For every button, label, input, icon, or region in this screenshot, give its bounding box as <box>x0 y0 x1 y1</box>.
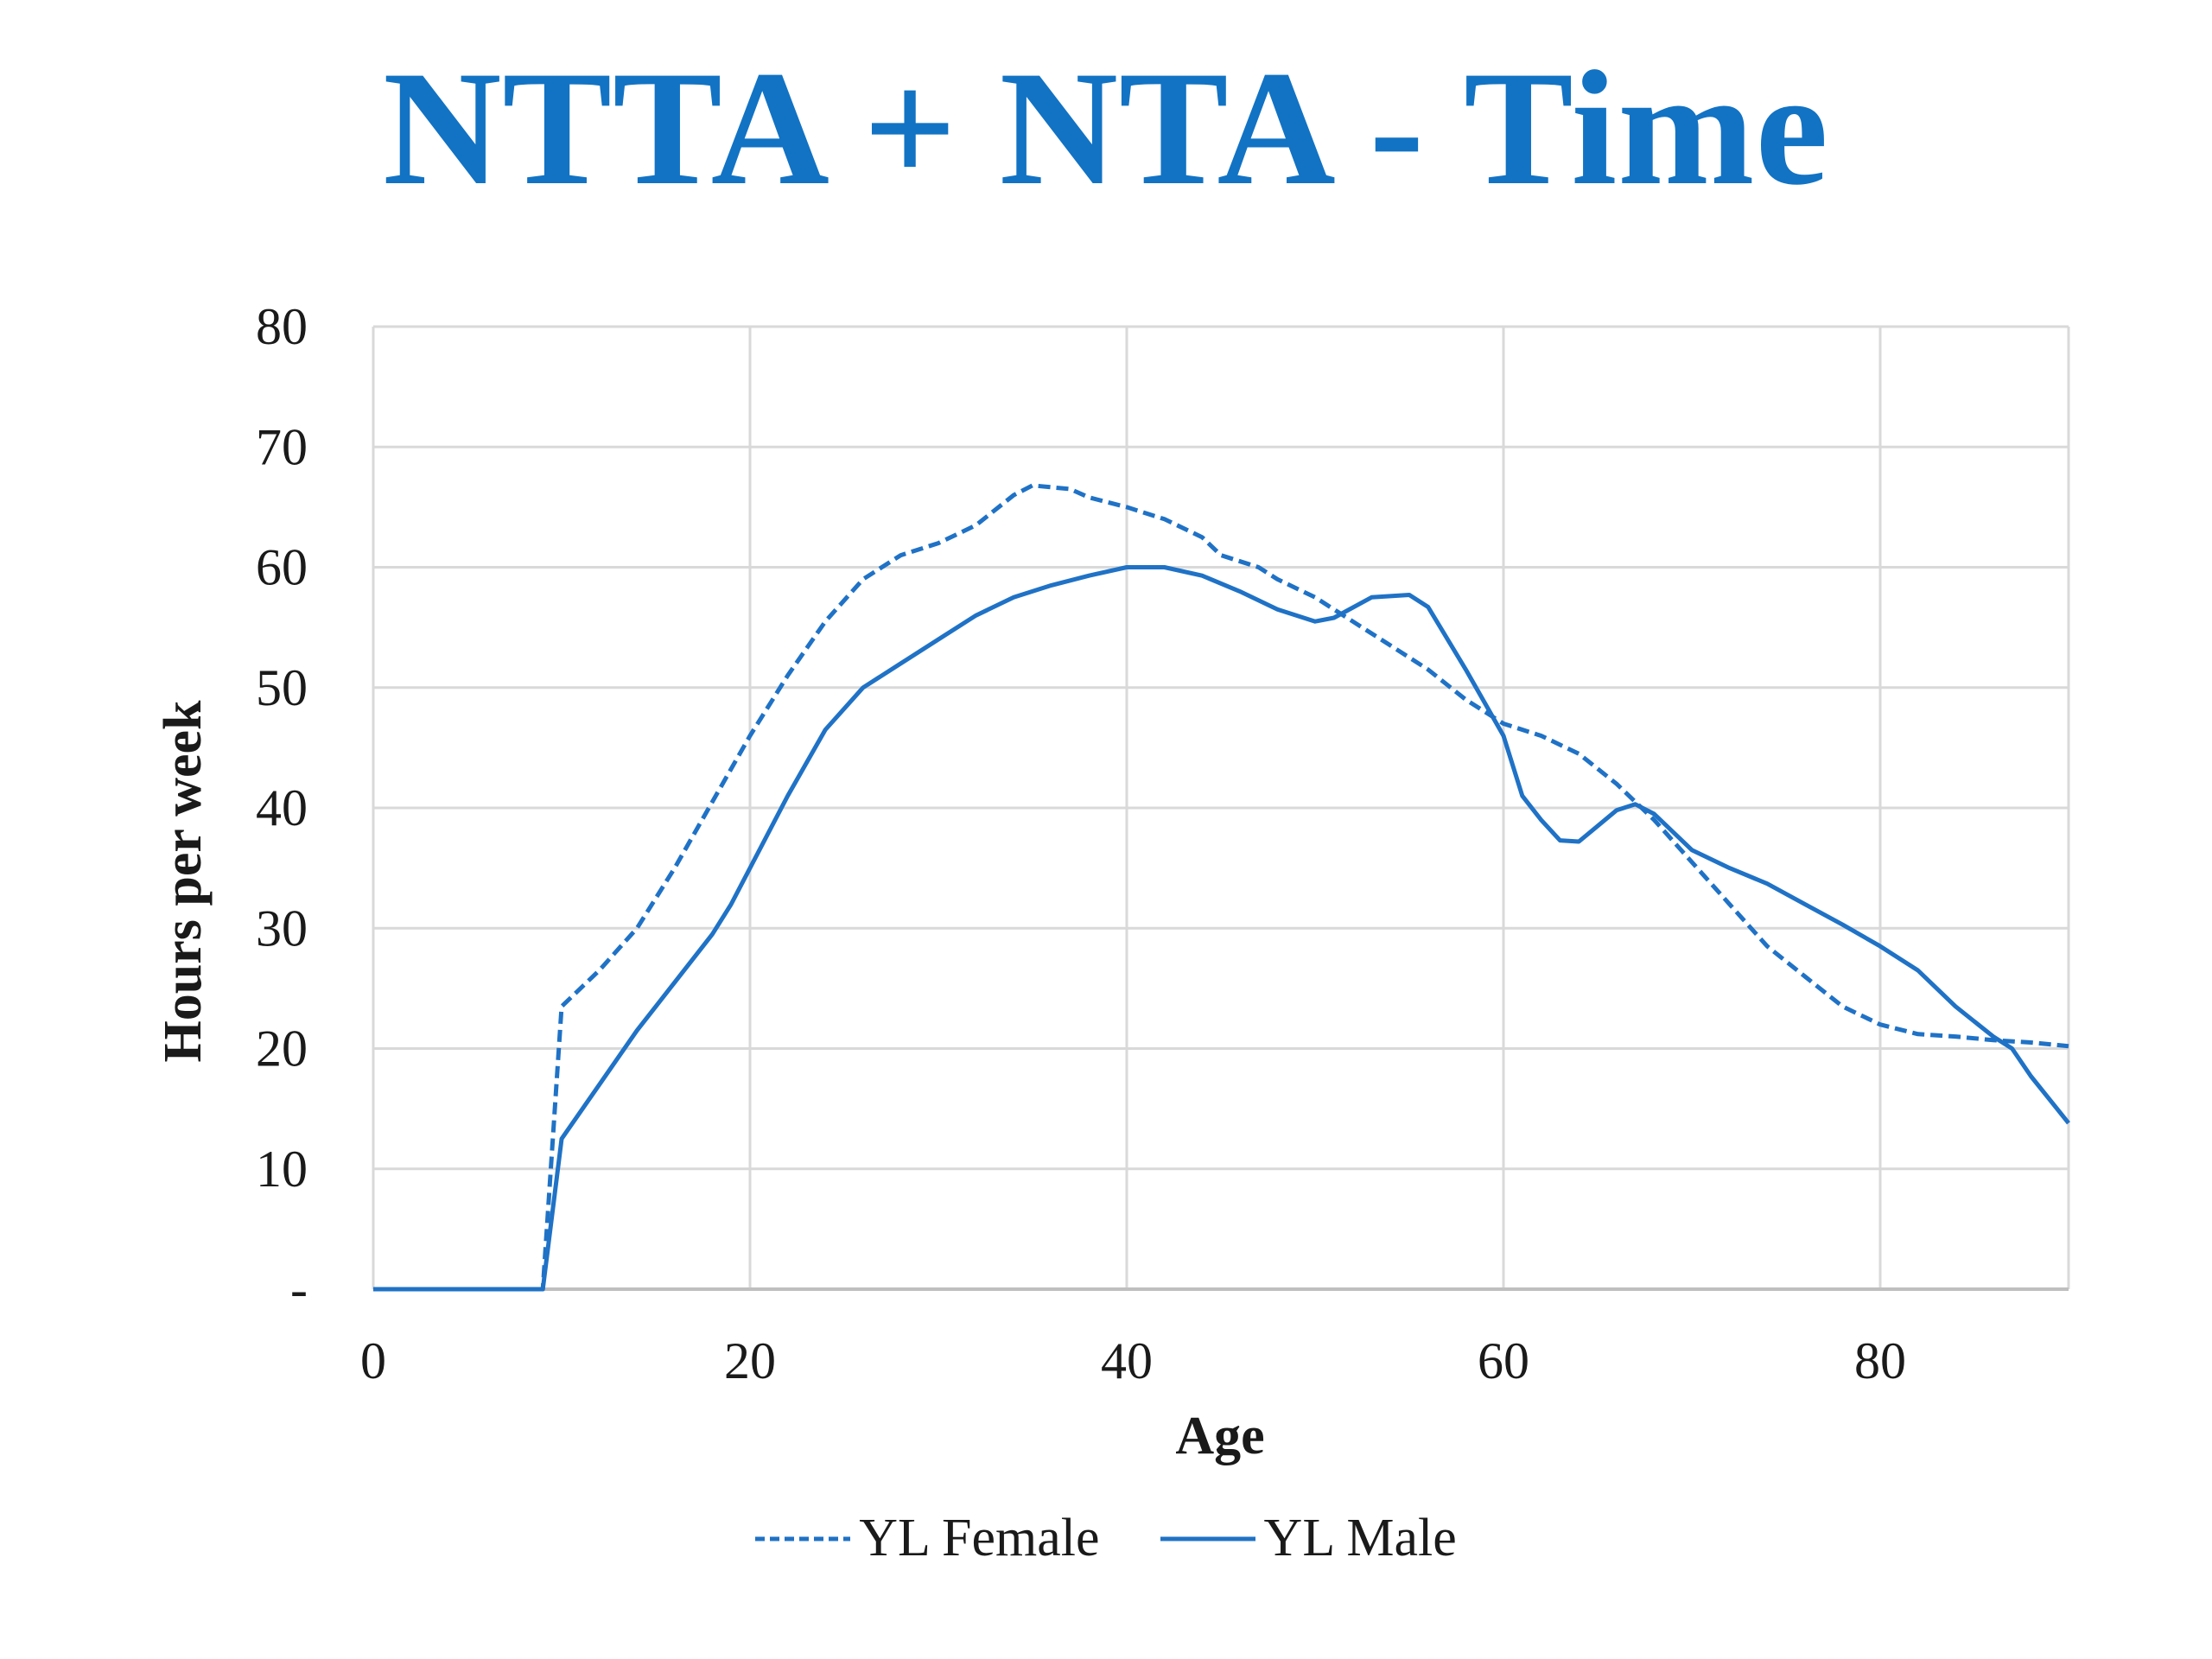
x-axis-label: Age <box>1175 1407 1264 1465</box>
legend: YL Female YL Male <box>0 1508 2212 1569</box>
y-tick-label: 50 <box>256 659 308 716</box>
y-tick-label: 70 <box>256 418 308 475</box>
x-tick-label: 80 <box>1854 1332 1906 1389</box>
y-tick-label: 80 <box>256 298 308 355</box>
legend-label-male: YL Male <box>1263 1509 1457 1567</box>
tick-labels: - 10 20 30 40 50 60 70 80 0 20 40 60 80 <box>256 298 1906 1389</box>
series-line-yl-male <box>373 565 2070 1292</box>
y-tick-label: 20 <box>256 1020 308 1077</box>
y-tick-label: 10 <box>256 1141 308 1198</box>
legend-swatch-dashed <box>755 1535 851 1543</box>
x-tick-label: 20 <box>724 1332 776 1389</box>
grid-lines <box>373 325 2070 1289</box>
chart-title: NTTA + NTA - Time <box>383 38 1829 219</box>
series-line-yl-female <box>373 483 2069 1292</box>
y-tick-label: 60 <box>256 539 308 596</box>
x-tick-label: 60 <box>1478 1332 1529 1389</box>
legend-item-female: YL Female <box>755 1508 1100 1569</box>
legend-swatch-solid <box>1160 1535 1255 1543</box>
y-tick-label: 30 <box>256 899 308 957</box>
series-lines <box>373 483 2070 1292</box>
legend-label-female: YL Female <box>859 1509 1100 1567</box>
x-tick-label: 0 <box>360 1332 386 1389</box>
legend-item-male: YL Male <box>1160 1508 1457 1569</box>
y-tick-label: - <box>290 1261 308 1318</box>
x-tick-label: 40 <box>1101 1332 1153 1389</box>
y-axis-label: Hours per week <box>154 700 213 1063</box>
axes <box>372 327 2069 1291</box>
y-tick-label: 40 <box>256 779 308 836</box>
